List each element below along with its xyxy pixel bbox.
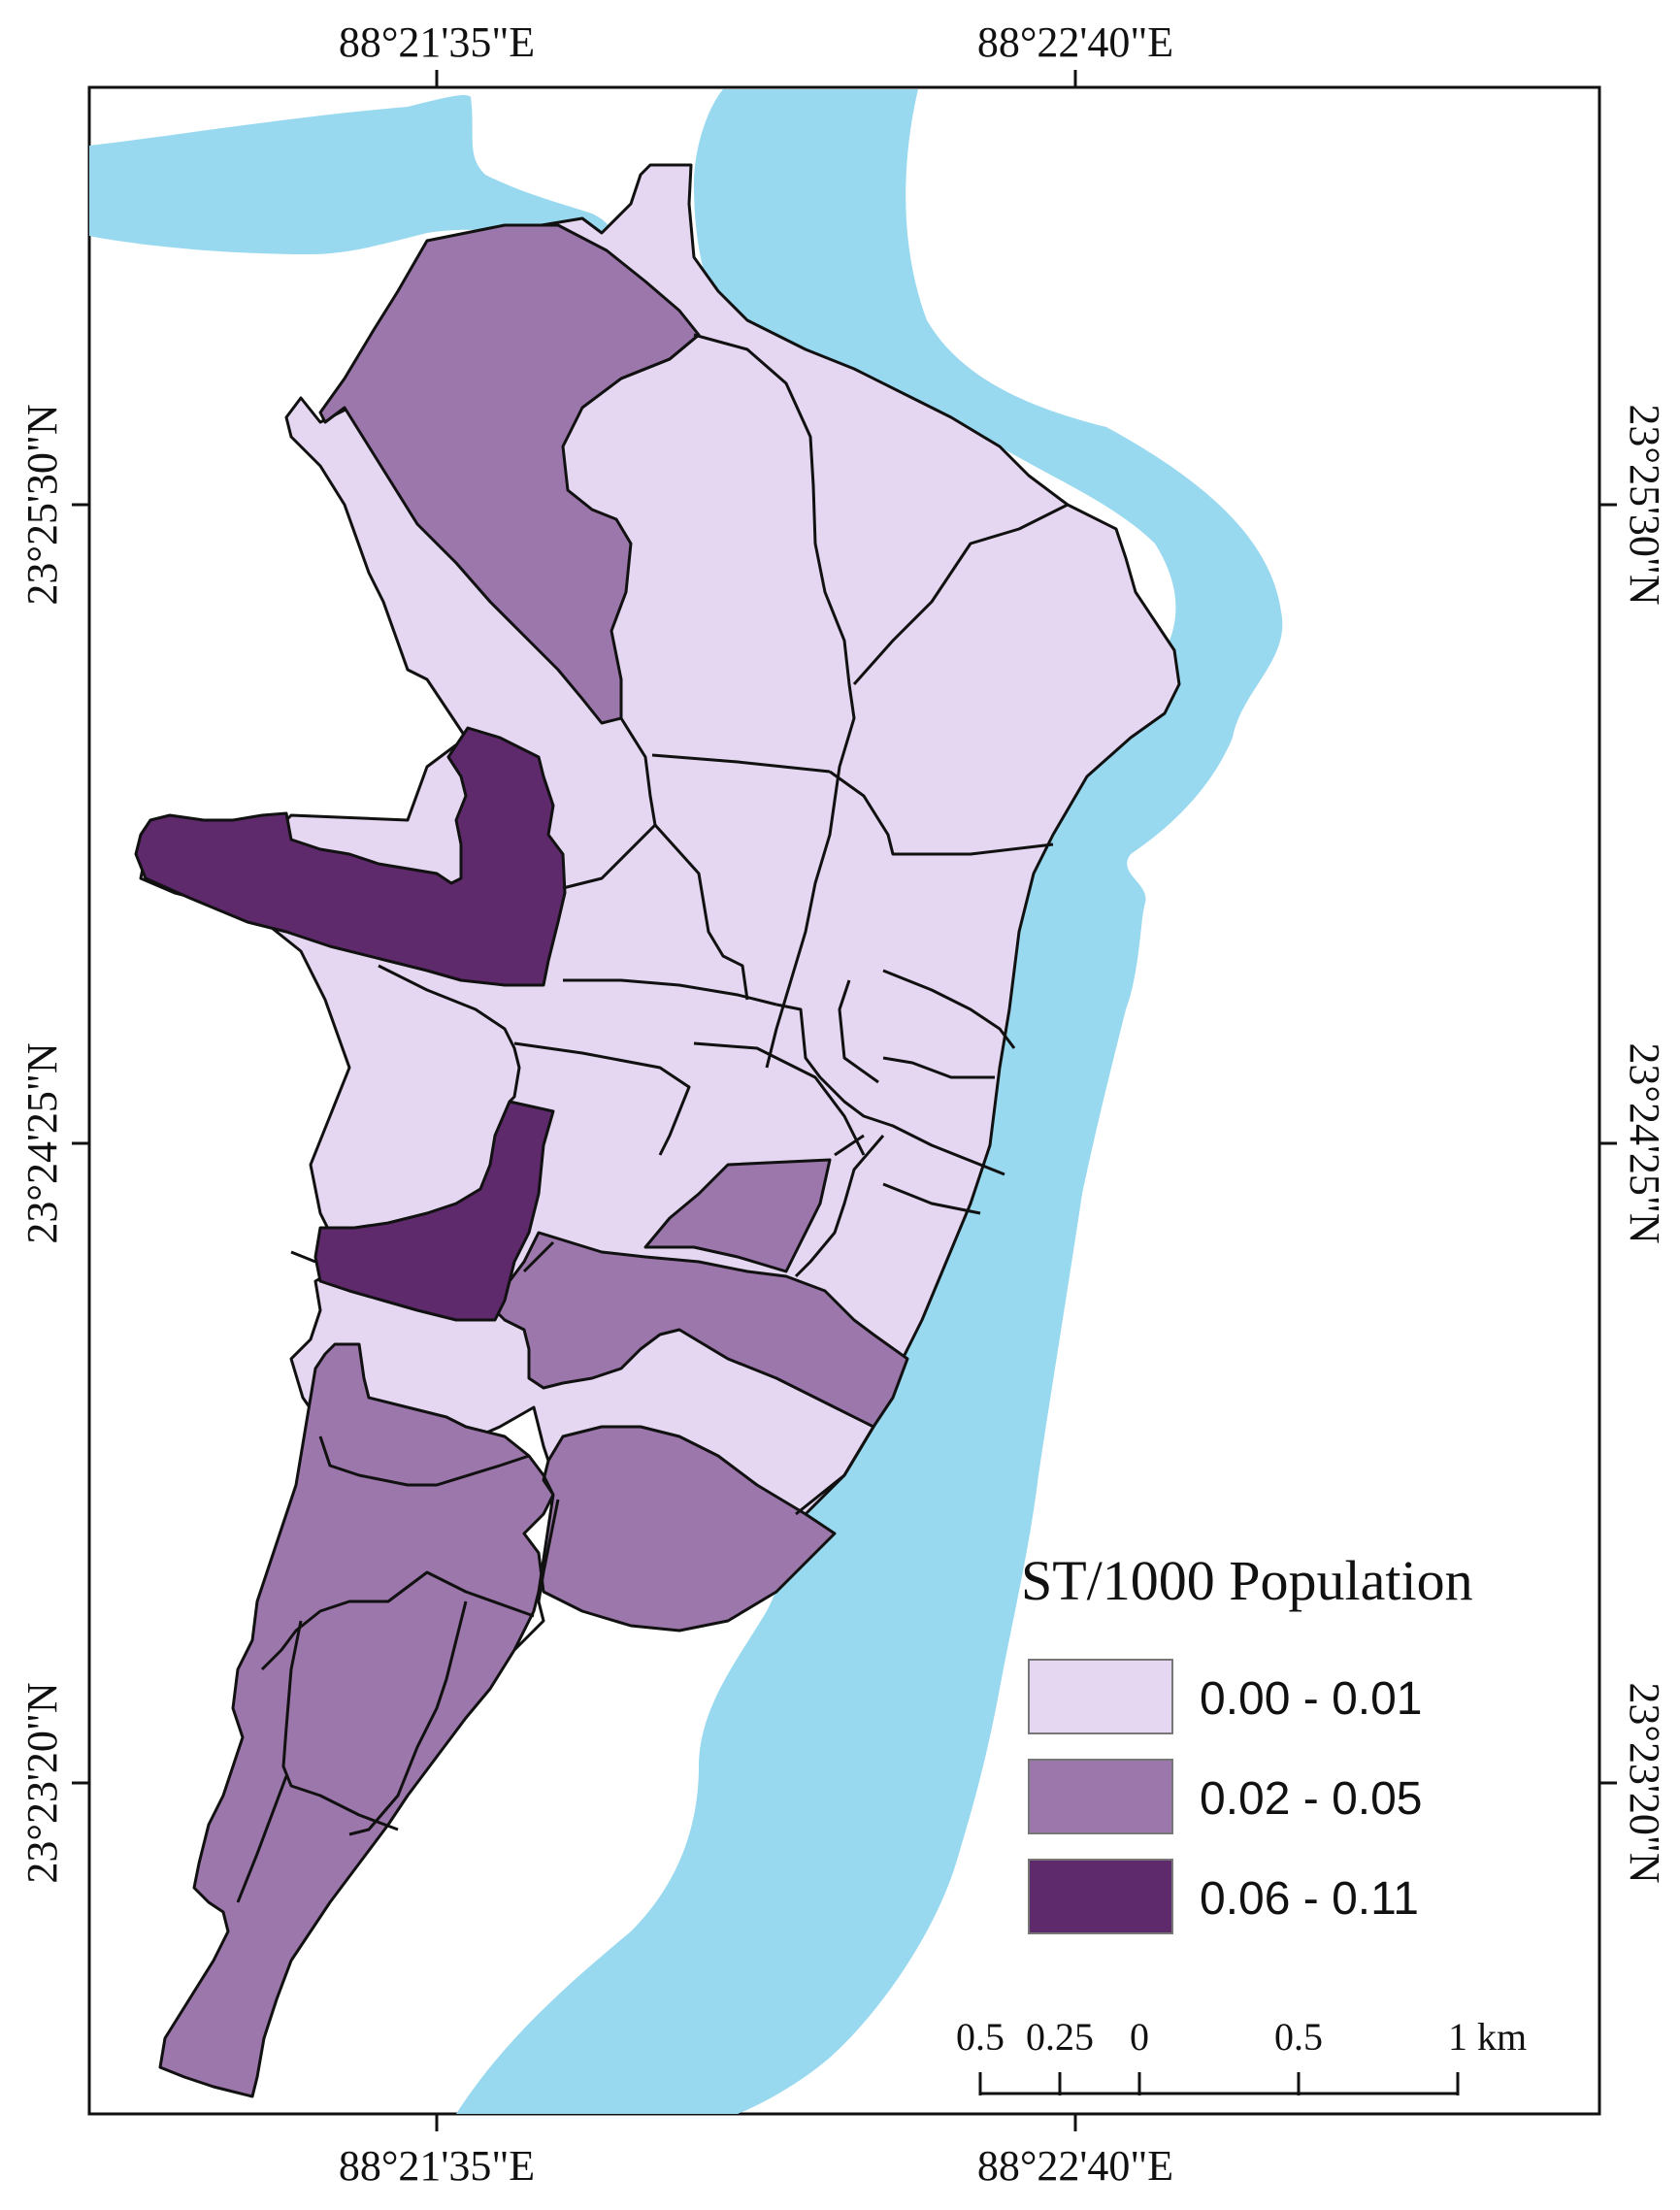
ward-boundaries xyxy=(236,333,1069,1903)
boundary-line xyxy=(522,1240,555,1273)
ward-polygon xyxy=(313,1100,555,1322)
legend-swatch-high xyxy=(1028,1859,1173,1934)
graticule-right-label: 23°23'20"N xyxy=(1621,1682,1668,1883)
legend-label-high: 0.06 - 0.11 xyxy=(1200,1873,1419,1925)
boundary-line xyxy=(619,717,657,826)
ward-polygon xyxy=(493,1231,909,1429)
legend: ST/1000 Population 0.00 - 0.01 0.02 - 0.… xyxy=(1021,1549,1473,1934)
graticule-left-label: 23°25'30"N xyxy=(18,404,66,605)
water-bodies xyxy=(89,89,1283,2114)
boundary-line xyxy=(693,333,856,1069)
legend-label-low: 0.00 - 0.01 xyxy=(1200,1673,1423,1725)
boundary-line xyxy=(563,978,777,1006)
graticule-top-label: 88°21'35"E xyxy=(339,18,535,66)
boundary-line xyxy=(795,1426,875,1516)
graticule-right-label: 23°24'25"N xyxy=(1621,1042,1668,1243)
boundary-line xyxy=(281,1620,399,1831)
river-ganges xyxy=(456,89,1283,2114)
scale-label: 0.5 xyxy=(956,2015,1005,2059)
scale-label: 0 xyxy=(1130,2015,1149,2059)
boundary-line xyxy=(794,1135,885,1278)
boundary-line xyxy=(882,969,1016,1049)
boundary-line xyxy=(653,823,749,1001)
boundary-line xyxy=(882,1056,995,1079)
boundary-line xyxy=(318,1435,530,1487)
boundary-line xyxy=(378,964,521,1104)
ward-polygon xyxy=(643,1158,832,1273)
boundary-line xyxy=(651,753,831,774)
graticule-left-label: 23°24'25"N xyxy=(18,1042,66,1243)
boundary-line xyxy=(562,823,657,890)
legend-label-mid: 0.02 - 0.05 xyxy=(1200,1773,1423,1825)
boundary-line xyxy=(852,503,1069,685)
boundary-line xyxy=(838,979,879,1084)
scale-bar: 0.5 0.25 0 0.5 1 km xyxy=(956,2015,1527,2095)
wards xyxy=(134,163,1181,2098)
graticule-ticks xyxy=(72,70,1617,2131)
boundary-line xyxy=(620,333,700,380)
graticule-top-label: 88°22'40"E xyxy=(977,18,1173,66)
graticule-bottom-label: 88°21'35"E xyxy=(339,2142,535,2190)
boundary-line xyxy=(829,770,1054,856)
boundary-line xyxy=(512,1499,560,1652)
boundary-line xyxy=(882,1182,981,1215)
ward-polygon xyxy=(318,223,701,725)
graticule-right-label: 23°25'30"N xyxy=(1621,404,1668,605)
graticule-left-label: 23°23'20"N xyxy=(18,1682,66,1883)
graticule-bottom-label: 88°22'40"E xyxy=(977,2142,1173,2190)
legend-swatch-low xyxy=(1028,1659,1173,1734)
legend-swatch-mid xyxy=(1028,1759,1173,1834)
boundary-line xyxy=(513,1041,691,1156)
boundary-line xyxy=(260,1570,535,1671)
boundary-line xyxy=(693,1041,866,1156)
ward-polygon xyxy=(158,1342,837,2098)
legend-title: ST/1000 Population xyxy=(1021,1549,1473,1612)
boundary-line xyxy=(775,1003,1005,1176)
boundary-line xyxy=(834,1134,865,1157)
boundary-line xyxy=(236,1775,288,1903)
river-channel xyxy=(89,95,610,254)
scale-label: 0.5 xyxy=(1274,2015,1323,2059)
boundary-line xyxy=(290,1250,316,1264)
scale-label: 0.25 xyxy=(1026,2015,1094,2059)
scale-label: 1 km xyxy=(1448,2015,1527,2059)
boundary-line xyxy=(348,1600,468,1836)
